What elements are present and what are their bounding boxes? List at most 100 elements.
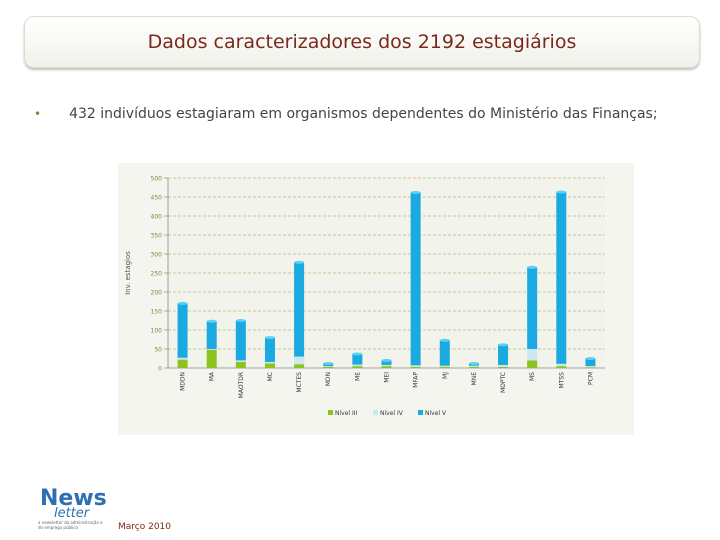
bar-cap bbox=[585, 357, 596, 360]
bar-cap bbox=[352, 352, 363, 356]
bar-segment bbox=[556, 366, 567, 368]
bar-segment bbox=[323, 366, 334, 367]
slide-title: Dados caracterizadores dos 2192 estagiár… bbox=[147, 31, 577, 53]
bar-segment bbox=[498, 366, 509, 368]
y-tick-label: 200 bbox=[151, 290, 163, 297]
bar-cap bbox=[498, 343, 509, 347]
y-tick-label: 300 bbox=[151, 252, 163, 259]
y-tick-label: 250 bbox=[151, 271, 163, 278]
bar-segment bbox=[206, 349, 217, 368]
bar-segment bbox=[585, 366, 596, 368]
bar-cap bbox=[323, 361, 334, 365]
date-footer: Março 2010 bbox=[118, 522, 172, 532]
legend-swatch bbox=[373, 410, 378, 415]
bar-segment bbox=[439, 365, 450, 367]
x-tick-label: MEI bbox=[384, 372, 391, 383]
bar-segment bbox=[439, 340, 450, 366]
bar-segment bbox=[585, 358, 596, 367]
bar-cap bbox=[381, 358, 392, 362]
x-tick-label: MDDN bbox=[180, 372, 187, 391]
bar-segment bbox=[294, 262, 305, 357]
bar-segment bbox=[439, 366, 450, 368]
x-tick-label: MCTES bbox=[296, 372, 303, 393]
bar-cap bbox=[235, 319, 246, 322]
bar-segment bbox=[381, 366, 392, 368]
stacked-bar-chart: 0 50 100 150 200 250 300 350 400 450 500 Inv. estag… bbox=[124, 176, 605, 417]
bar-segment bbox=[206, 321, 217, 349]
legend-label: Nível V bbox=[425, 410, 447, 417]
bar-segment bbox=[498, 344, 509, 365]
logo-tagline: a newsletter da administração e do empre… bbox=[38, 520, 103, 530]
x-tick-label: MOPTC bbox=[500, 372, 507, 393]
bar-segment bbox=[294, 364, 305, 368]
x-tick-label: MJ bbox=[442, 372, 449, 379]
legend-label: Nível IV bbox=[380, 410, 404, 417]
bar-segment bbox=[410, 192, 421, 366]
bar-segment bbox=[264, 363, 275, 368]
bar-cap bbox=[527, 265, 538, 269]
x-tick-label: MC bbox=[267, 372, 274, 381]
y-tick-label: 500 bbox=[151, 176, 163, 183]
x-tick-label: MAOTDR bbox=[238, 372, 245, 398]
y-tick-label: 400 bbox=[151, 214, 163, 221]
bar-segment bbox=[381, 360, 392, 365]
bar-segment bbox=[468, 365, 479, 367]
x-tick-label: MA bbox=[209, 371, 216, 381]
x-tick-label: MNE bbox=[471, 372, 478, 386]
bar-segment bbox=[352, 364, 363, 367]
y-tick-label: 0 bbox=[158, 366, 162, 373]
logo-letter-text: letter bbox=[54, 506, 90, 521]
x-tick-label: MS bbox=[529, 372, 536, 381]
y-tick-label: 100 bbox=[151, 328, 163, 335]
bar-segment bbox=[235, 320, 246, 361]
bar-cap bbox=[439, 338, 450, 342]
logo-news-text: News bbox=[40, 486, 107, 511]
bar-segment bbox=[177, 359, 188, 368]
bullet-text: 432 indivíduos estagiaram em organismos … bbox=[69, 106, 658, 122]
bar-segment bbox=[352, 366, 363, 368]
bar-cap bbox=[177, 301, 188, 305]
y-tick-label: 50 bbox=[154, 347, 162, 354]
bar-segment bbox=[527, 360, 538, 368]
bar-segment bbox=[468, 366, 479, 368]
y-tick-label: 450 bbox=[151, 195, 163, 202]
x-tick-label: MTSS bbox=[558, 372, 565, 389]
y-axis-label: Inv. estagios bbox=[124, 251, 132, 295]
bar-segment bbox=[556, 192, 567, 364]
y-tick-label: 150 bbox=[151, 309, 163, 316]
bar-cap bbox=[556, 190, 567, 194]
bar-segment bbox=[556, 363, 567, 367]
bar-segment bbox=[352, 353, 363, 365]
bar-segment bbox=[323, 366, 334, 368]
bar-segment bbox=[585, 367, 596, 368]
bar-cap bbox=[294, 260, 305, 264]
bar-segment bbox=[177, 303, 188, 358]
bar-segment bbox=[264, 337, 275, 362]
bar-cap bbox=[468, 361, 479, 365]
bar-segment bbox=[381, 364, 392, 367]
bar-segment bbox=[527, 267, 538, 349]
bar-segment bbox=[527, 349, 538, 361]
bullet-dot-icon: • bbox=[34, 107, 42, 121]
x-tick-label: MDN bbox=[325, 372, 332, 386]
x-tick-label: MFAP bbox=[413, 372, 420, 388]
bar-cap bbox=[206, 319, 217, 323]
bar-segment bbox=[206, 349, 217, 350]
bar-segment bbox=[294, 356, 305, 365]
bar-segment bbox=[235, 360, 246, 362]
bar-cap bbox=[410, 190, 421, 194]
bullet-item: • 432 indivíduos estagiaram em organismos… bbox=[34, 106, 658, 122]
x-tick-label: PCM bbox=[587, 372, 594, 385]
legend-swatch bbox=[328, 410, 333, 415]
legend-swatch bbox=[418, 410, 423, 415]
title-box: Dados caracterizadores dos 2192 estagiár… bbox=[24, 16, 700, 68]
newsletter-logo: News letter a newsletter da administraçã… bbox=[34, 486, 134, 538]
y-tick-label: 350 bbox=[151, 233, 163, 240]
bar-segment bbox=[410, 366, 421, 368]
bar-cap bbox=[264, 336, 275, 340]
bar-segment bbox=[410, 365, 421, 367]
legend-label: Nível III bbox=[335, 410, 358, 417]
bar-segment bbox=[498, 364, 509, 367]
bar-segment bbox=[264, 361, 275, 364]
bar-segment bbox=[235, 361, 246, 368]
